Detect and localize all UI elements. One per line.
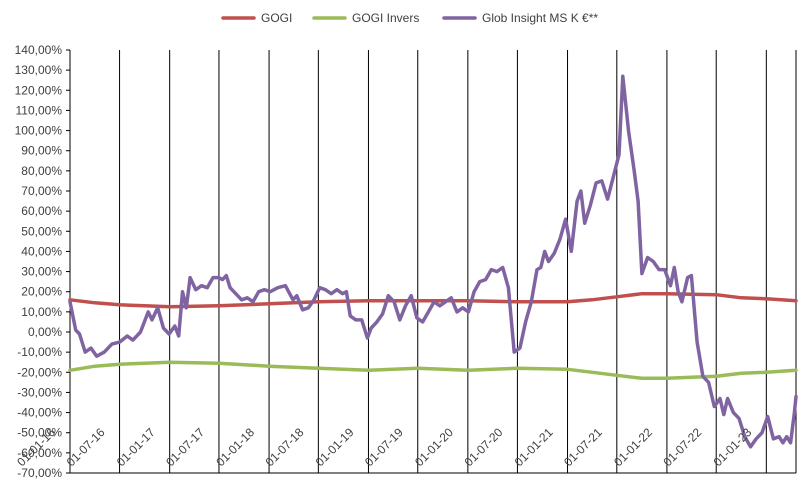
x-tick-label: 01-01-20: [412, 425, 456, 469]
y-tick-label: 110,00%: [16, 103, 63, 117]
chart-series: [68, 74, 798, 449]
y-tick-label: 80,00%: [21, 164, 62, 178]
y-tick-label: -20,00%: [17, 365, 62, 379]
y-tick-label: -40,00%: [17, 406, 62, 420]
y-tick-label: 60,00%: [21, 204, 62, 218]
y-axis: -70,00% -60,00% -50,00% -40,00% -30,00% -20,0…: [15, 43, 70, 480]
x-tick-label: 01-01-23: [711, 425, 755, 469]
y-tick-label: -60,00%: [17, 446, 62, 460]
y-tick-label: 20,00%: [21, 285, 62, 299]
series-line-3: [68, 74, 798, 449]
y-tick-label: 140,00%: [15, 43, 63, 57]
y-tick-label: 70,00%: [21, 184, 62, 198]
y-tick-label: 40,00%: [21, 244, 62, 258]
y-tick-label: 10,00%: [21, 305, 62, 319]
x-tick-label: 01-01-18: [213, 425, 257, 469]
y-tick-label: -10,00%: [17, 345, 62, 359]
legend-label-2: GOGI Invers: [352, 11, 419, 25]
y-tick-label: 130,00%: [15, 63, 63, 77]
y-tick-label: -30,00%: [17, 385, 62, 399]
y-tick-label: -70,00%: [17, 466, 62, 480]
y-tick-label: 120,00%: [15, 83, 63, 97]
series-line-2: [68, 360, 798, 381]
chart-legend: GOGI GOGI Invers Glob Insight MS K €**: [221, 11, 598, 25]
series-line-1: [68, 291, 798, 309]
y-tick-label: 100,00%: [15, 124, 63, 138]
x-tick-label: 01-01-21: [512, 425, 556, 469]
chart-grid: [69, 50, 797, 474]
x-axis: 01-01-16 01-07-16 01-01-17 01-07-17 01-01-18…: [14, 425, 754, 469]
y-tick-label: 50,00%: [21, 224, 62, 238]
x-tick-label: 01-01-19: [313, 425, 357, 469]
y-tick-label: 30,00%: [21, 265, 62, 279]
legend-label-1: GOGI: [261, 11, 292, 25]
y-tick-label: 0,00%: [28, 325, 62, 339]
x-tick-label: 01-01-22: [611, 425, 655, 469]
y-tick-label: 90,00%: [21, 144, 62, 158]
x-tick-label: 01-01-17: [114, 425, 158, 469]
legend-label-3: Glob Insight MS K €**: [482, 11, 598, 25]
y-tick-label: -50,00%: [17, 426, 62, 440]
